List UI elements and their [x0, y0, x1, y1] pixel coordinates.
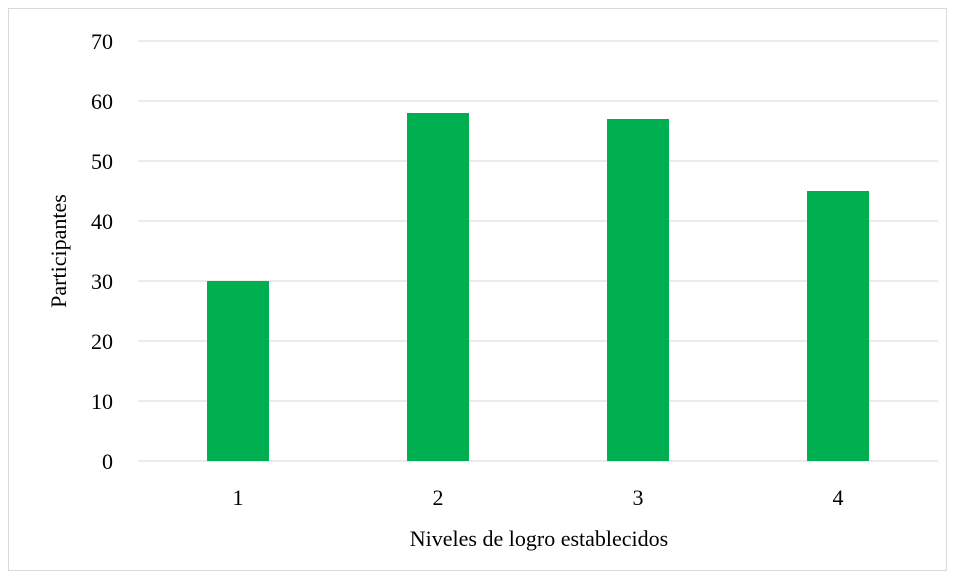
y-tick-label: 0	[102, 449, 113, 474]
bar-4	[807, 191, 869, 461]
bar-1	[207, 281, 269, 461]
y-tick-label: 70	[91, 29, 113, 54]
y-tick-label: 10	[91, 389, 113, 414]
y-tick-label: 60	[91, 89, 113, 114]
x-tick-labels: 1 2 3 4	[233, 485, 844, 510]
bar-3	[607, 119, 669, 461]
y-tick-labels: 0 10 20 30 40 50 60 70	[91, 29, 113, 474]
x-tick-label: 2	[433, 485, 444, 510]
chart-frame	[8, 8, 947, 571]
bar-2	[407, 113, 469, 461]
y-tick-label: 20	[91, 329, 113, 354]
y-axis-title: Participantes	[46, 194, 71, 308]
x-tick-label: 3	[633, 485, 644, 510]
y-tick-label: 30	[91, 269, 113, 294]
y-tick-label: 50	[91, 149, 113, 174]
y-tick-label: 40	[91, 209, 113, 234]
x-tick-label: 4	[833, 485, 844, 510]
x-tick-label: 1	[233, 485, 244, 510]
bars	[207, 113, 869, 461]
x-axis-title: Niveles de logro establecidos	[410, 526, 668, 551]
gridlines	[138, 40, 938, 462]
